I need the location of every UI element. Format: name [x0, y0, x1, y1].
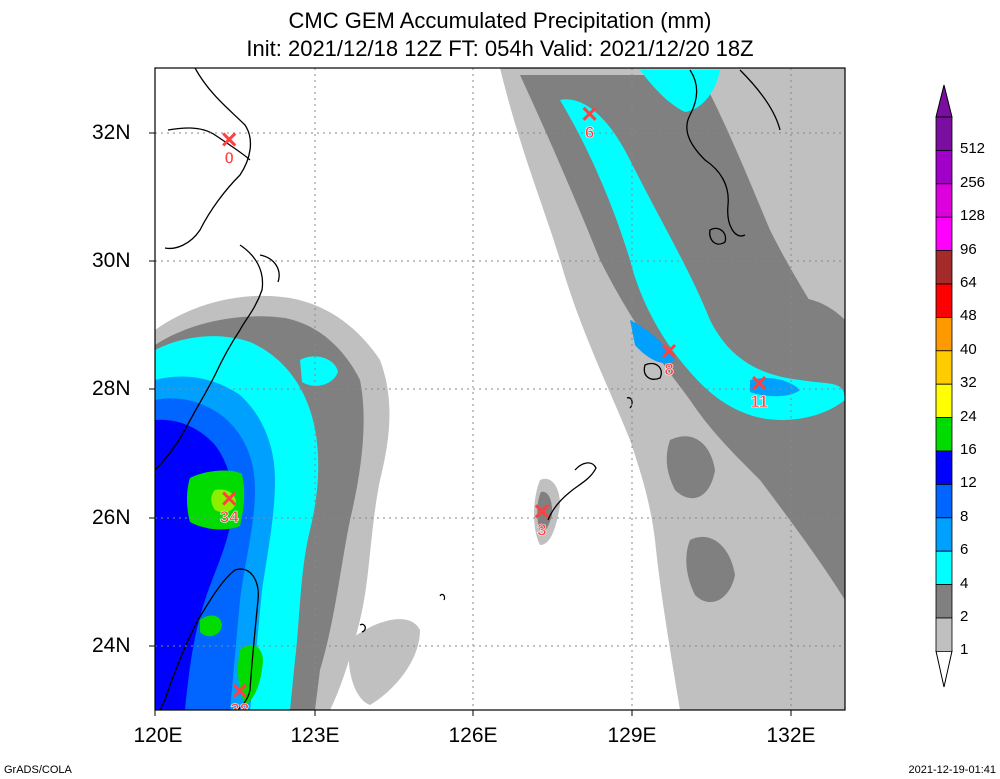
precip-max-marker: 11	[750, 376, 768, 411]
colorbar-label: 16	[960, 441, 977, 458]
lat-label-28n: 28N	[92, 377, 131, 400]
colorbar-swatch	[935, 483, 953, 519]
colorbar-swatch	[935, 584, 953, 619]
colorbar-swatch	[935, 450, 953, 485]
lon-label-126e: 126E	[448, 724, 498, 747]
colorbar-label: 8	[960, 507, 969, 525]
marker-x-icon	[662, 343, 677, 359]
colorbar-swatch	[935, 183, 953, 218]
colorbar-swatch	[935, 617, 953, 652]
colorbar-label: 512	[960, 140, 986, 158]
marker-value-label: 34	[220, 508, 239, 527]
lon-label-123e: 123E	[290, 724, 340, 747]
map-title: CMC GEM Accumulated Precipitation (mm)	[288, 8, 712, 33]
colorbar-label: 256	[960, 173, 986, 191]
colorbar-label: 6	[960, 541, 969, 559]
precip-max-marker: 6	[582, 106, 597, 142]
colorbar-label: 12	[960, 474, 977, 492]
marker-x-icon	[222, 491, 237, 506]
colorbar-top-arrow	[935, 84, 953, 118]
colorbar-label: 1	[960, 641, 969, 659]
coastlines	[155, 68, 781, 710]
precip-max-marker: 8	[662, 343, 677, 379]
lat-label-24n: 24N	[92, 634, 131, 657]
lat-label-26n: 26N	[92, 506, 131, 529]
colorbar-label: 64	[960, 274, 977, 291]
marker-value-label: 38	[230, 700, 249, 719]
lat-label-30n: 30N	[92, 249, 131, 272]
colorbar-swatch	[935, 316, 953, 352]
precip-max-marker: 3	[534, 504, 549, 540]
colorbar-swatch	[935, 149, 953, 185]
max-precip-markers: 0 6 8 11 3 34 38	[219, 106, 768, 719]
colorbar-label: 4	[960, 574, 969, 592]
colorbar-swatch	[935, 216, 953, 251]
marker-x-icon	[222, 132, 237, 147]
colorbar-label: 32	[960, 374, 977, 392]
map-area: 0 6 8 11 3 34 38	[155, 68, 845, 719]
precip-max-marker: 38	[230, 683, 250, 719]
lon-label-132e: 132E	[766, 724, 816, 747]
colorbar	[935, 84, 953, 688]
colorbar-label: 128	[960, 207, 986, 225]
lat-label-32n: 32N	[92, 121, 131, 144]
colorbar-swatch	[935, 417, 953, 452]
marker-value-label: 8	[664, 360, 673, 379]
colorbar-label: 2	[960, 608, 969, 625]
map-subtitle: Init: 2021/12/18 12Z FT: 054h Valid: 202…	[246, 36, 754, 61]
colorbar-swatch	[935, 283, 953, 318]
marker-value-label: 3	[537, 520, 546, 539]
colorbar-label: 96	[960, 240, 977, 258]
colorbar-label: 48	[960, 307, 977, 325]
colorbar-bottom-arrow	[935, 650, 953, 688]
marker-x-icon	[534, 504, 549, 519]
colorbar-swatch	[935, 550, 953, 586]
marker-value-label: 0	[224, 148, 233, 167]
lon-label-120e: 120E	[133, 724, 183, 747]
precip-max-marker: 0	[222, 132, 237, 168]
colorbar-swatch	[935, 350, 953, 385]
footer-timestamp: 2021-12-19-01:41	[908, 764, 996, 776]
marker-x-icon	[232, 683, 247, 698]
precip-field-west	[155, 295, 390, 710]
colorbar-swatch	[935, 383, 953, 419]
footer-source: GrADS/COLA	[4, 764, 72, 776]
grid-lines	[155, 68, 845, 710]
colorbar-label: 24	[960, 407, 977, 425]
marker-value-label: 6	[585, 123, 594, 142]
colorbar-swatch	[935, 517, 953, 552]
precip-max-marker: 34	[219, 491, 239, 527]
marker-value-label: 11	[750, 392, 768, 411]
colorbar-label: 40	[960, 340, 977, 358]
colorbar-swatch	[935, 116, 953, 151]
lon-label-129e: 129E	[607, 724, 657, 747]
marker-x-icon	[582, 106, 597, 121]
marker-x-icon	[752, 376, 767, 391]
axis-ticks	[149, 132, 792, 716]
colorbar-swatch	[935, 250, 953, 285]
